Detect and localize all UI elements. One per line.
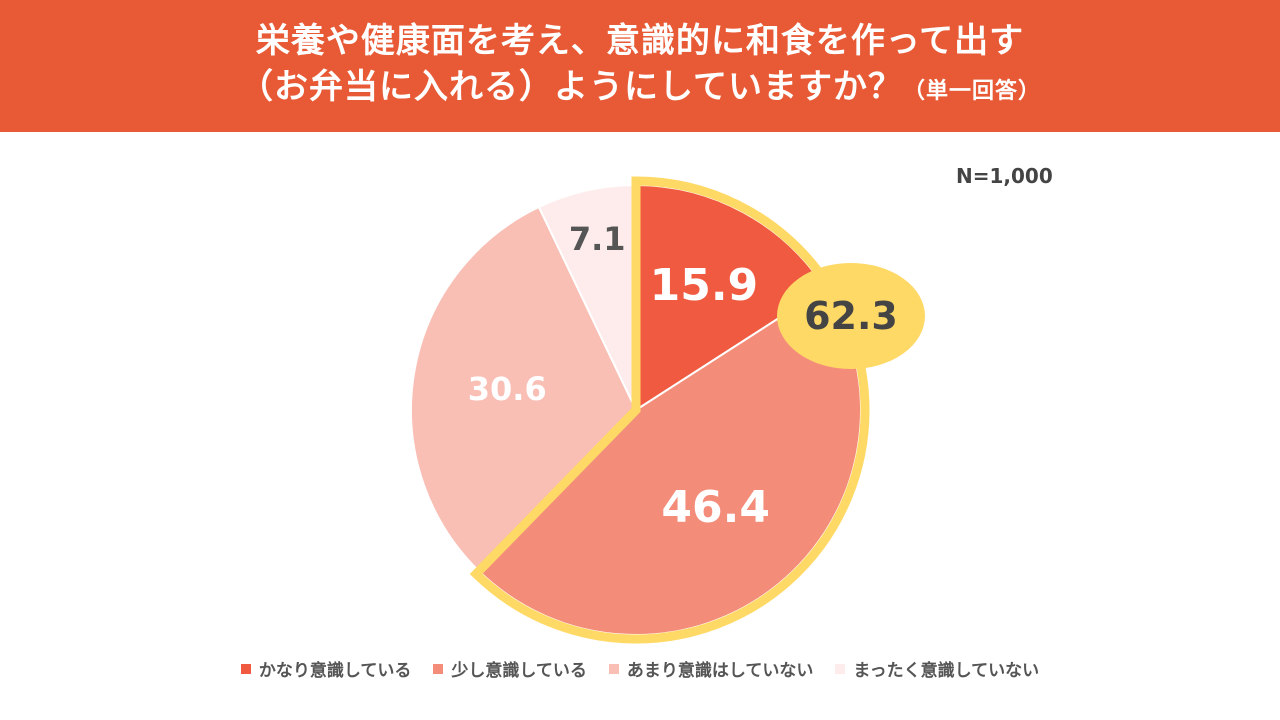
legend-label: あまり意識はしていない — [626, 661, 814, 681]
legend-item-somewhat-conscious: 少し意識している — [433, 656, 587, 681]
chart-title-line2: （お弁当に入れる）ようにしていますか？（単一回答） — [239, 64, 1041, 115]
chart-legend: かなり意識している 少し意識している あまり意識はしていない まったく意識していない — [0, 656, 1280, 681]
highlight-total-label: 62.3 — [804, 294, 898, 338]
legend-item-not-very-conscious: あまり意識はしていない — [608, 656, 814, 681]
slice-label-not-very-conscious: 30.6 — [468, 370, 547, 408]
highlight-total-badge — [777, 263, 925, 369]
highlight-outline — [469, 176, 870, 644]
slice-label-very-conscious: 15.9 — [650, 260, 759, 311]
legend-label: かなり意識している — [258, 661, 412, 681]
slice-label-not-conscious-at-all: 7.1 — [569, 220, 626, 258]
legend-swatch — [433, 663, 444, 674]
legend-label: まったく意識していない — [853, 661, 1040, 681]
legend-swatch — [608, 663, 619, 674]
title-banner: 栄養や健康面を考え、意識的に和食を作って出す （お弁当に入れる）ようにしています… — [0, 0, 1280, 132]
sample-size-label: N=1,000 — [956, 164, 1053, 188]
chart-title-line1: 栄養や健康面を考え、意識的に和食を作って出す — [255, 20, 1025, 61]
legend-swatch — [240, 663, 251, 674]
chart-title-question: （お弁当に入れる）ようにしていますか？ — [239, 66, 903, 107]
chart-title-note: （単一回答） — [902, 78, 1041, 104]
slice-label-somewhat-conscious: 46.4 — [661, 482, 770, 533]
pie-slice-not-very-conscious — [410, 205, 638, 573]
legend-label: 少し意識している — [451, 661, 587, 681]
legend-item-not-conscious-at-all: まったく意識していない — [835, 656, 1039, 681]
legend-item-very-conscious: かなり意識している — [240, 656, 412, 681]
legend-swatch — [835, 663, 846, 674]
pie-chart: 15.9 46.4 30.6 7.1 62.3 — [410, 176, 925, 644]
